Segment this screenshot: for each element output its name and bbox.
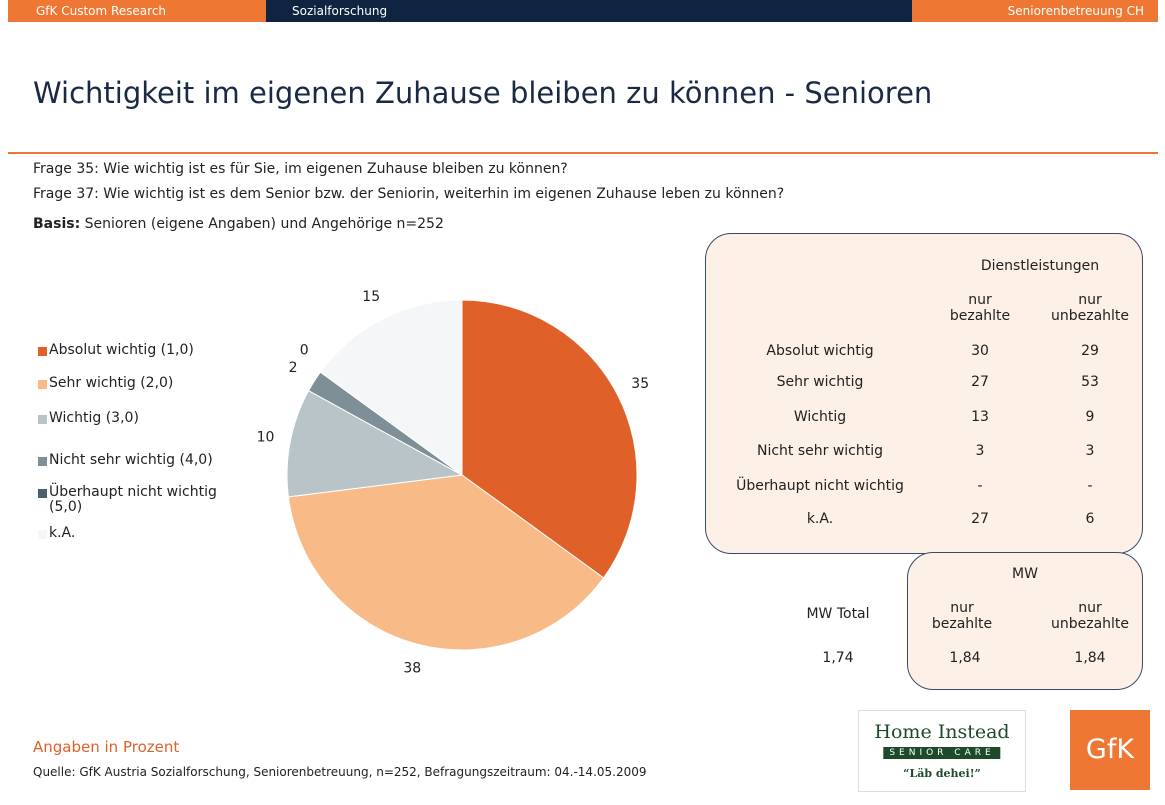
- basis-label: Basis:: [33, 216, 81, 232]
- column-header: nur bezahlte: [949, 292, 1011, 324]
- question: Frage 37: Wie wichtig ist es dem Senior …: [33, 186, 785, 202]
- divider: [8, 152, 1158, 154]
- column-header: nur unbezahlte: [1050, 292, 1130, 324]
- legend-label: Absolut wichtig (1,0): [49, 342, 194, 358]
- table-cell: 13: [971, 409, 989, 425]
- table-title: Dienstleistungen: [980, 258, 1100, 274]
- home-instead-logo: Home Instead SENIOR CARE “Läb dehei!”: [858, 710, 1026, 792]
- legend-marker: [38, 457, 47, 466]
- data-label: 10: [257, 430, 275, 446]
- data-label: 35: [631, 376, 649, 392]
- gfk-logo: GfK: [1070, 710, 1150, 790]
- header-left: GfK Custom Research: [8, 0, 266, 22]
- header-right: Seniorenbetreuung CH: [912, 0, 1158, 22]
- row-label: Wichtig: [793, 409, 847, 425]
- table-cell: 3: [1085, 443, 1095, 459]
- pie-slice: [461, 299, 638, 579]
- question: Frage 35: Wie wichtig ist es für Sie, im…: [33, 161, 568, 177]
- legend-label: Wichtig (3,0): [49, 410, 139, 426]
- logo-home: Home Instead: [874, 721, 1010, 743]
- title: Wichtigkeit im eigenen Zuhause bleiben z…: [33, 76, 933, 110]
- footer-note: Angaben in Prozent: [33, 738, 180, 756]
- mw-column-header: nur unbezahlte: [1050, 600, 1130, 632]
- table-cell: -: [977, 478, 983, 494]
- legend-marker: [38, 347, 47, 356]
- basis-text: Senioren (eigene Angaben) und Angehörige…: [80, 216, 444, 232]
- mw-title: MW: [1012, 566, 1038, 582]
- table-cell: 27: [971, 511, 989, 527]
- row-label: k.A.: [806, 511, 834, 527]
- header-bar: [8, 0, 1158, 22]
- footer-source: Quelle: GfK Austria Sozialforschung, Sen…: [33, 765, 647, 779]
- mw-total-label: MW Total: [806, 606, 870, 622]
- logo-slogan: “Läb dehei!”: [903, 767, 981, 780]
- row-label: Sehr wichtig: [776, 374, 864, 390]
- table-cell: 29: [1081, 343, 1099, 359]
- data-label: 0: [300, 342, 309, 358]
- table-cell: 3: [975, 443, 985, 459]
- basis: Basis: Senioren (eigene Angaben) und Ang…: [33, 216, 444, 232]
- legend-marker: [38, 530, 47, 539]
- legend-marker: [38, 415, 47, 424]
- header-middle: Sozialforschung: [292, 4, 388, 18]
- table-cell: 27: [971, 374, 989, 390]
- mw-value: 1,84: [949, 650, 981, 666]
- logo-senior: SENIOR CARE: [883, 747, 1001, 759]
- table-cell: 53: [1081, 374, 1099, 390]
- pie-slice: [286, 390, 464, 498]
- legend-label: k.A.: [49, 525, 76, 541]
- legend-marker: [38, 380, 47, 389]
- table-cell: -: [1087, 478, 1093, 494]
- table-cell: 9: [1085, 409, 1095, 425]
- mw-box: [907, 552, 1143, 690]
- data-label: 15: [362, 289, 380, 305]
- legend-label: Überhaupt nicht wichtig (5,0): [49, 484, 217, 515]
- row-label: Nicht sehr wichtig: [756, 443, 884, 459]
- mw-value: 1,84: [1074, 650, 1106, 666]
- table-cell: 30: [971, 343, 989, 359]
- pie-slice: [319, 299, 463, 476]
- table-cell: 6: [1085, 511, 1095, 527]
- legend-label: Nicht sehr wichtig (4,0): [49, 452, 213, 468]
- legend-marker: [38, 489, 47, 498]
- legend-label: Sehr wichtig (2,0): [49, 375, 174, 391]
- data-label: 38: [403, 661, 421, 677]
- table-box: [705, 233, 1143, 554]
- mw-column-header: nur bezahlte: [931, 600, 993, 632]
- row-label: Absolut wichtig: [766, 343, 874, 359]
- data-label: 2: [289, 360, 298, 376]
- mw-total: 1,74: [822, 650, 854, 666]
- pie-slice: [287, 474, 605, 651]
- row-label: Überhaupt nicht wichtig: [736, 478, 904, 494]
